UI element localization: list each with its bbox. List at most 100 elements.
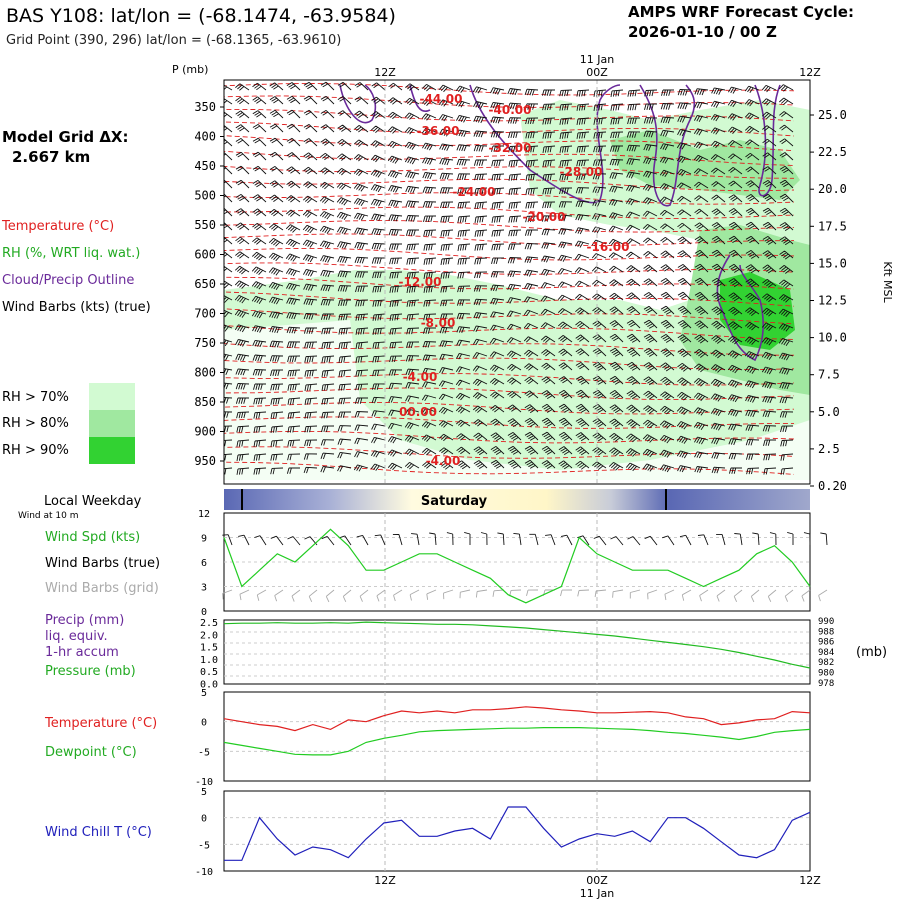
- profile-wind-barb-650: [287, 355, 301, 363]
- profile-wind-barb-208: [286, 166, 301, 175]
- profile-wind-barb-100: [761, 111, 777, 120]
- profile-wind-barb-257: [542, 187, 556, 195]
- profile-wind-barb-570: [660, 305, 675, 315]
- profile-wind-barb-194: [626, 158, 641, 165]
- pressure-tick-700: 700: [194, 307, 216, 321]
- profile-wind-barb-458: [490, 271, 505, 278]
- profile-wind-barb-391: [507, 243, 521, 250]
- wc-ytick--5: -5: [198, 840, 210, 851]
- profile-wind-barb-854: [287, 439, 301, 447]
- profile-wind-barb-460: [524, 269, 539, 277]
- profile-wind-barb-261: [609, 185, 624, 193]
- profile-wind-barb-835: [541, 417, 556, 427]
- profile-wind-barb-915: [745, 453, 759, 460]
- profile-wind-barb-897: [439, 447, 454, 455]
- profile-wind-barb-246: [353, 183, 369, 192]
- profile-wind-barb-577: [778, 308, 794, 318]
- profile-wind-barb-778: [727, 394, 743, 403]
- pres-ytick-982: 982: [818, 658, 834, 668]
- profile-wind-barb-708: [694, 363, 709, 373]
- profile-wind-barb-109: [337, 124, 352, 133]
- sfc-barb-true-27: [679, 534, 692, 546]
- pres-ytick-984: 984: [818, 648, 834, 658]
- profile-wind-barb-798: [490, 405, 505, 413]
- profile-wind-barb-716: [253, 383, 266, 390]
- temp-contour-9: [224, 206, 795, 220]
- profile-wind-barb-942: [625, 462, 641, 472]
- profile-wind-barb-636: [626, 333, 641, 343]
- temp-label-5: -24.00: [453, 185, 496, 199]
- profile-wind-barb-140: [286, 137, 301, 147]
- profile-wind-barb-392: [524, 242, 539, 250]
- profile-wind-barb-46: [421, 98, 437, 106]
- weekday-name: Saturday: [421, 494, 488, 509]
- profile-wind-barb-161: [643, 144, 658, 151]
- profile-wind-barb-760: [421, 394, 437, 402]
- profile-wind-barb-13: [438, 84, 454, 93]
- profile-wind-barb-621: [372, 341, 386, 349]
- temperature-label: Temperature (°C): [44, 716, 157, 731]
- profile-wind-barb-532: [592, 293, 607, 301]
- sfc-barb-grid-21: [577, 589, 590, 597]
- profile-wind-barb-820: [287, 425, 301, 433]
- wc-ytick-0: 0: [201, 814, 207, 825]
- profile-wind-barb-575: [745, 307, 760, 317]
- profile-wind-barb-102: [224, 124, 233, 133]
- profile-wind-barb-512: [251, 295, 267, 304]
- profile-wind-barb-899: [473, 446, 488, 456]
- profile-wind-barb-27: [677, 88, 692, 96]
- profile-wind-barb-900: [490, 446, 505, 455]
- profile-wind-barb-878: [694, 436, 709, 445]
- profile-wind-barb-908: [625, 448, 641, 457]
- profile-wind-barb-129: [677, 129, 692, 137]
- profile-wind-barb-203: [779, 152, 794, 161]
- profile-wind-barb-317: [405, 215, 420, 222]
- profile-wind-barb-950: [763, 467, 777, 475]
- profile-wind-barb-301: [711, 194, 726, 203]
- profile-wind-barb-868: [524, 431, 539, 441]
- profile-wind-barb-484: [355, 285, 369, 293]
- profile-wind-barb-928: [387, 462, 403, 471]
- profile-wind-barb-677: [744, 351, 760, 360]
- profile-wind-barb-631: [541, 335, 556, 344]
- precip-label: Precip (mm): [45, 613, 124, 628]
- profile-wind-barb-505: [711, 277, 726, 287]
- profile-wind-barb-350: [388, 228, 403, 236]
- profile-wind-barb-433: [643, 251, 658, 259]
- temp-contour-26: [224, 461, 795, 476]
- profile-wind-barb-55: [576, 103, 590, 111]
- profile-wind-barb-925: [337, 465, 352, 472]
- profile-wind-barb-797: [473, 405, 488, 413]
- profile-wind-barb-204: [224, 165, 233, 175]
- profile-wind-barb-637: [643, 333, 658, 343]
- temp-contour-5: [224, 150, 795, 166]
- profile-wind-barb-398: [625, 238, 641, 245]
- profile-wind-barb-710: [727, 364, 743, 374]
- profile-wind-barb-320: [457, 215, 471, 223]
- profile-wind-barb-348: [354, 227, 369, 235]
- profile-wind-barb-285: [440, 201, 454, 209]
- profile-wind-barb-605: [677, 320, 692, 329]
- cloud-outline-4: [754, 84, 781, 197]
- profile-wind-barb-852: [253, 439, 267, 447]
- profile-wind-barb-191: [576, 159, 590, 167]
- profile-wind-barb-413: [302, 254, 318, 263]
- profile-wind-barb-48: [455, 100, 471, 108]
- sfc-barb-true-19: [545, 534, 556, 546]
- profile-wind-barb-435: [677, 250, 692, 259]
- profile-wind-barb-251: [439, 187, 454, 194]
- profile-wind-barb-493: [507, 283, 522, 291]
- profile-wind-barb-599: [575, 320, 590, 329]
- profile-wind-barb-562: [523, 309, 539, 317]
- sfc-barb-true-20: [561, 534, 573, 546]
- profile-wind-barb-857: [337, 438, 352, 446]
- profile-wind-barb-124: [593, 131, 607, 139]
- profile-wind-barb-825: [371, 423, 386, 431]
- profile-wind-barb-26: [661, 89, 674, 96]
- profile-wind-barb-298: [659, 196, 675, 203]
- profile-wind-barb-339: [779, 207, 794, 217]
- profile-wind-barb-12: [421, 84, 437, 92]
- profile-wind-barb-833: [507, 418, 522, 428]
- profile-wind-barb-586: [355, 327, 369, 335]
- profile-wind-barb-394: [558, 241, 573, 249]
